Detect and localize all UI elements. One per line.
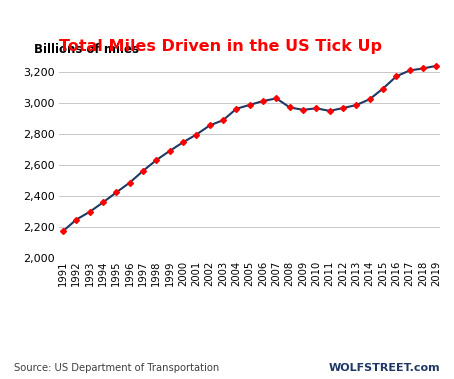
Text: Source: US Department of Transportation: Source: US Department of Transportation: [14, 363, 219, 373]
Text: Billions of miles: Billions of miles: [34, 43, 139, 56]
Text: WOLFSTREET.com: WOLFSTREET.com: [329, 363, 440, 373]
Text: Total Miles Driven in the US Tick Up: Total Miles Driven in the US Tick Up: [59, 39, 382, 54]
